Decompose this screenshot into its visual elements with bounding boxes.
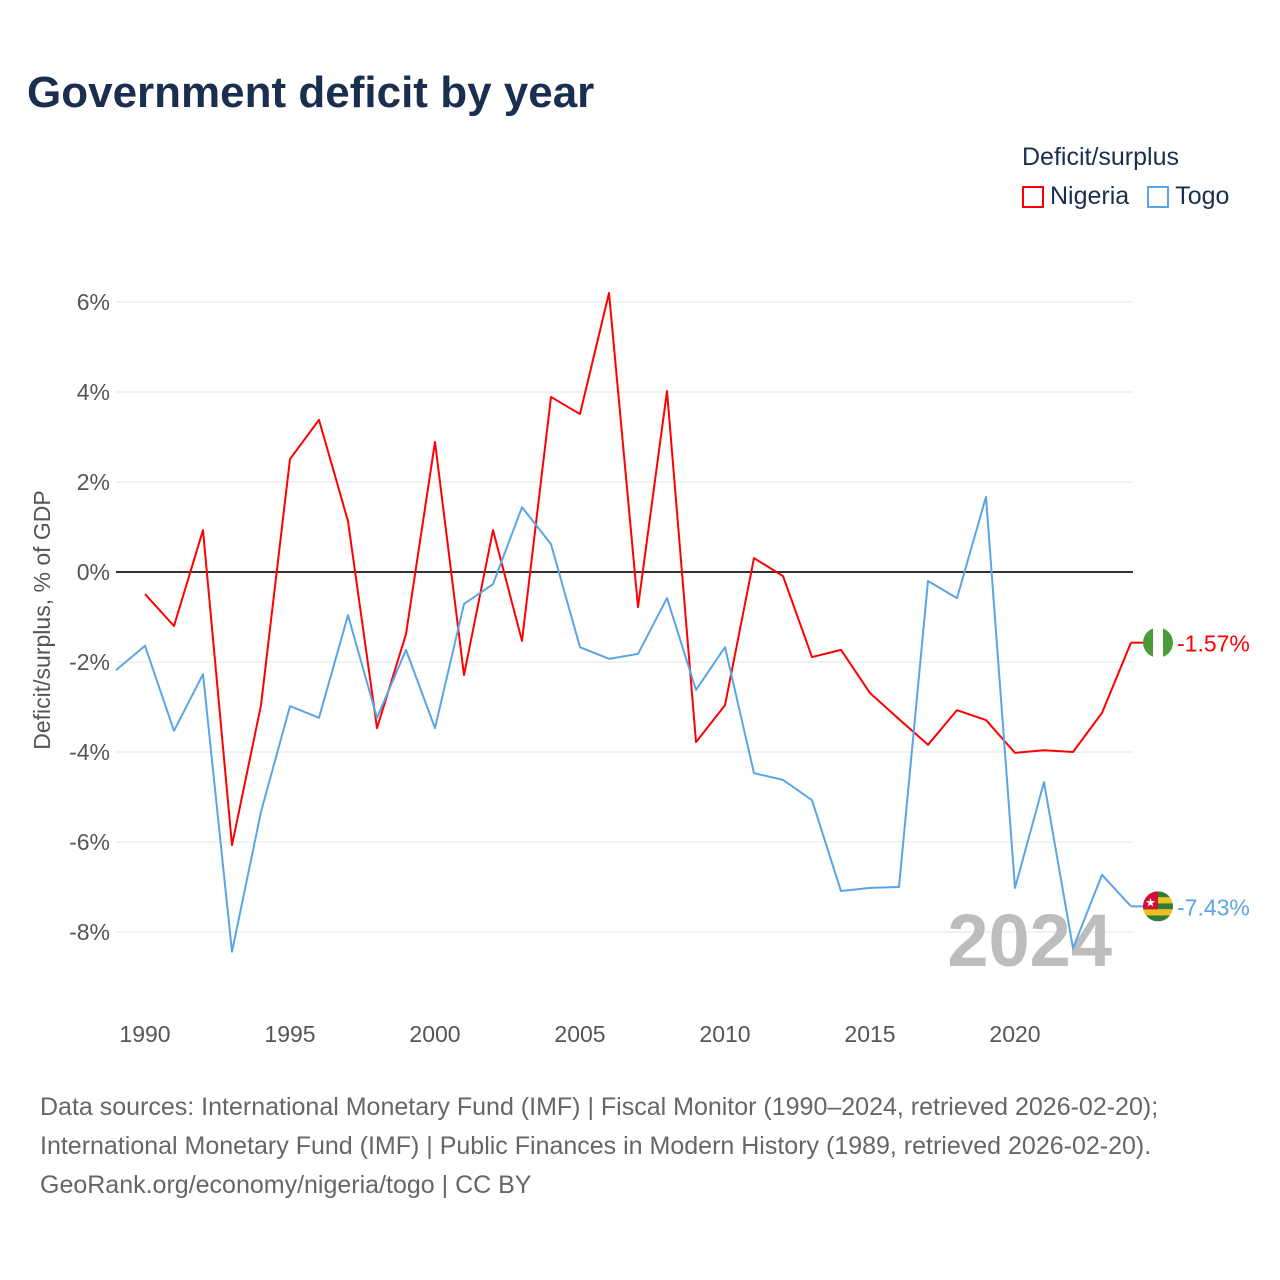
footer-source-1: Data sources: International Monetary Fun… (40, 1093, 1159, 1121)
x-tick-label: 1990 (119, 1021, 170, 1047)
legend-title: Deficit/surplus (1022, 143, 1179, 171)
x-tick-label: 2015 (844, 1021, 895, 1047)
togo-flag-icon: ★ (1143, 891, 1173, 922)
nigeria-flag-icon (1143, 627, 1173, 658)
y-tick-label: 2% (77, 469, 110, 495)
svg-text:★: ★ (1145, 895, 1156, 909)
x-tick-label: 2005 (554, 1021, 605, 1047)
legend-item-nigeria[interactable]: Nigeria (1022, 182, 1129, 211)
y-tick-label: -8% (69, 919, 110, 945)
year-watermark: 2024 (947, 899, 1112, 982)
x-tick-label: 2000 (409, 1021, 460, 1047)
x-tick-label: 2020 (989, 1021, 1040, 1047)
y-tick-label: -4% (69, 739, 110, 765)
y-tick-label: -6% (69, 829, 110, 855)
y-tick-label: 6% (77, 289, 110, 315)
footer-link[interactable]: GeoRank.org/economy/nigeria/togo | CC BY (40, 1171, 532, 1199)
legend-swatch-togo (1147, 185, 1170, 208)
legend-label-togo: Togo (1175, 182, 1230, 210)
legend-label-nigeria: Nigeria (1050, 182, 1130, 210)
x-tick-label: 2010 (699, 1021, 750, 1047)
series-line-nigeria (144, 292, 1132, 847)
legend-swatch-nigeria (1022, 185, 1044, 208)
end-value-label-togo: -7.43% (1177, 894, 1250, 920)
x-tick-label: 1995 (264, 1021, 315, 1047)
series-line-togo (115, 495, 1132, 953)
y-axis-label: Deficit/surplus, % of GDP (29, 490, 55, 749)
footer: Data sources: International Monetary Fun… (40, 1088, 1158, 1205)
chart-title: Government deficit by year (27, 68, 595, 117)
end-value-label-nigeria: -1.57% (1177, 631, 1250, 657)
y-tick-label: -2% (69, 649, 110, 675)
footer-source-2: International Monetary Fund (IMF) | Publ… (40, 1132, 1152, 1160)
legend-item-togo[interactable]: Togo (1147, 182, 1229, 211)
legend: Deficit/surplus Nigeria Togo (1022, 143, 1229, 211)
y-tick-label: 4% (77, 379, 110, 405)
y-tick-label: 0% (77, 559, 110, 585)
